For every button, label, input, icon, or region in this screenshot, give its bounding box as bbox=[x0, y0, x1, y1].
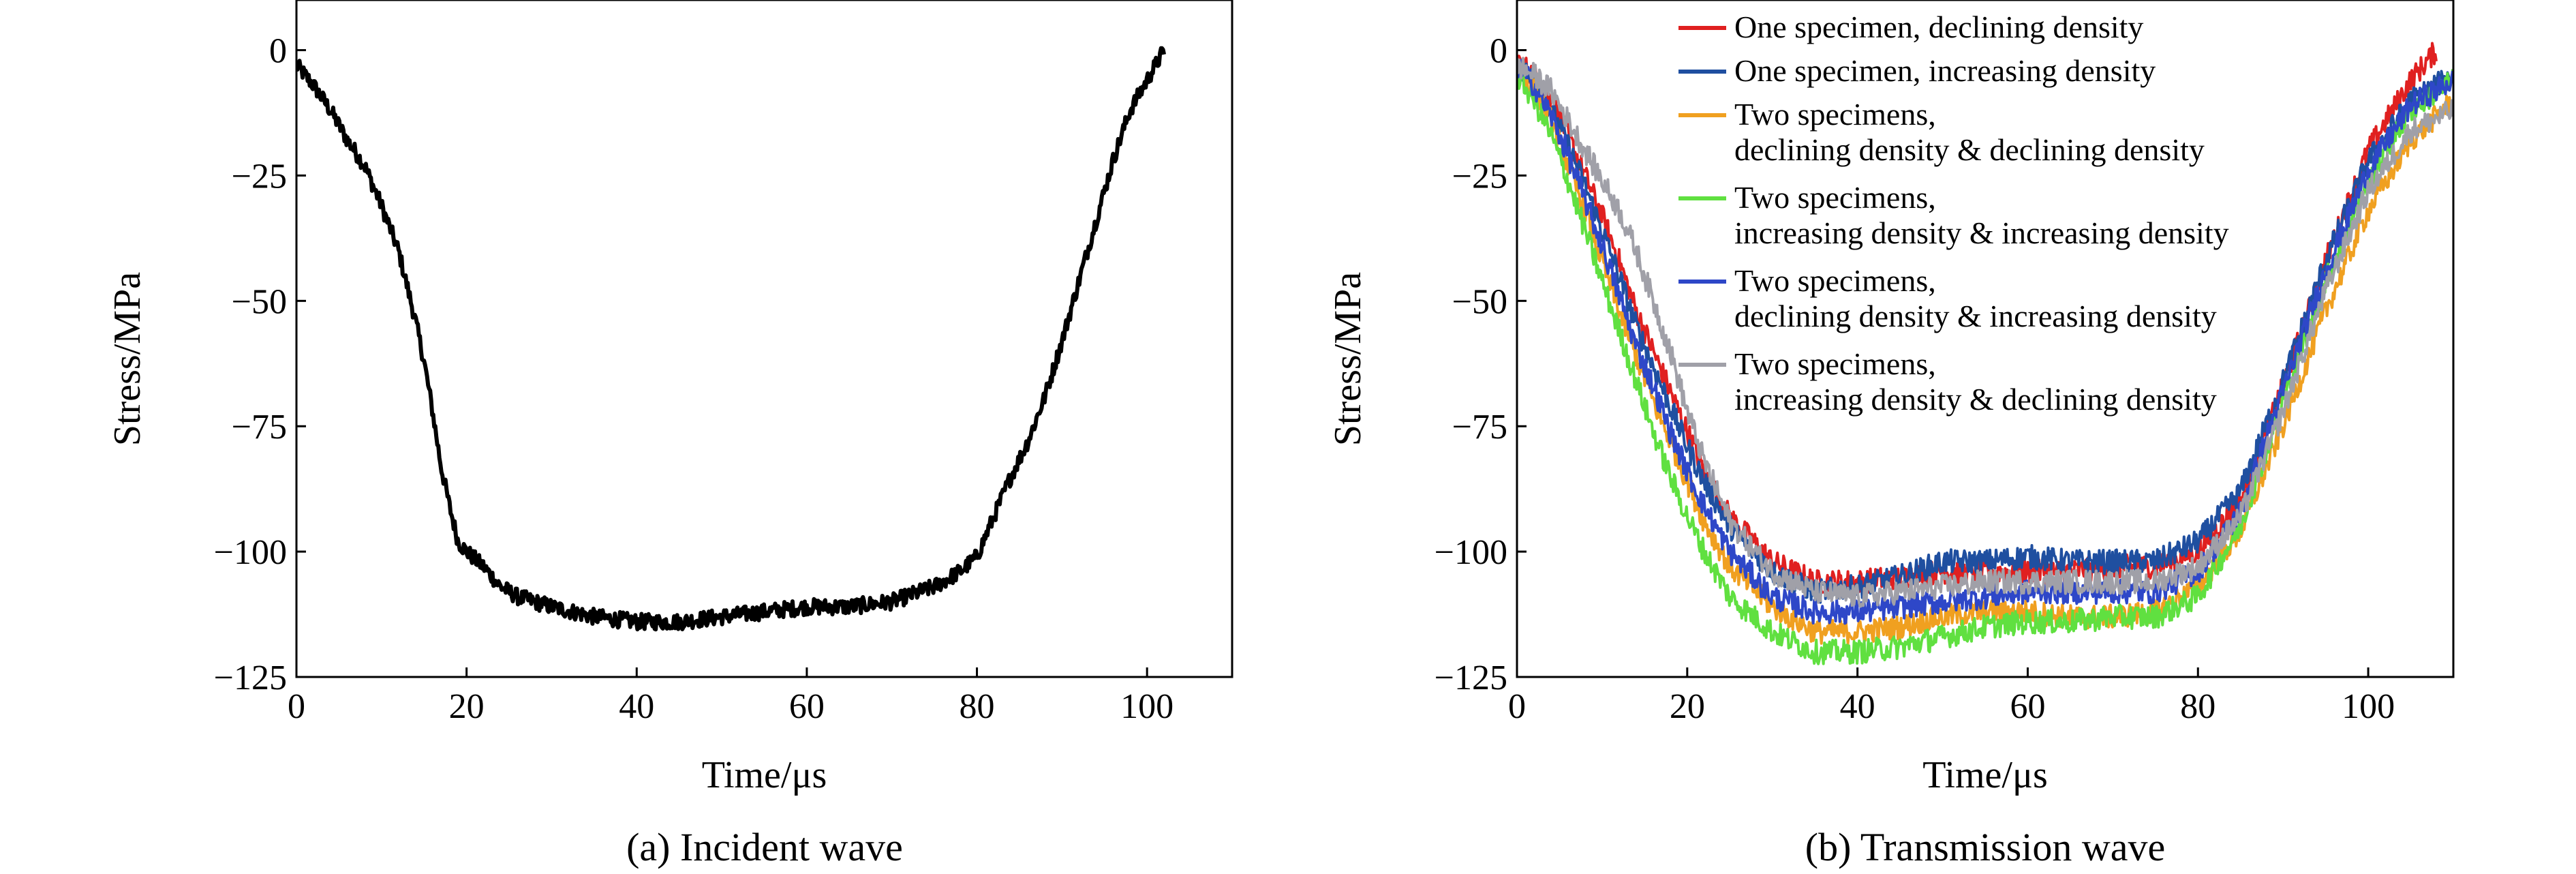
legend-item-3: Two specimens,declining density & declin… bbox=[1678, 97, 2205, 167]
y-tick-label: −25 bbox=[1452, 157, 1507, 196]
y-tick-label: −125 bbox=[1435, 659, 1507, 697]
legend: One specimen, declining density One speci… bbox=[1678, 10, 2229, 417]
legend-label: One specimen, increasing density bbox=[1734, 53, 2156, 88]
series-lines bbox=[296, 46, 1167, 632]
y-axis-label: Stress/MPa bbox=[1327, 272, 1369, 446]
legend-label: declining density & increasing density bbox=[1734, 299, 2217, 333]
legend-item-1: One specimen, declining density bbox=[1678, 10, 2143, 44]
y-tick-label: 0 bbox=[269, 32, 287, 71]
y-tick-label: −50 bbox=[1452, 282, 1507, 321]
legend-label: increasing density & increasing density bbox=[1734, 215, 2229, 250]
y-tick-label: −125 bbox=[214, 659, 287, 697]
plot-frame bbox=[295, 0, 1233, 678]
x-tick-label: 0 bbox=[288, 687, 305, 726]
x-tick-label: 60 bbox=[789, 687, 825, 726]
x-tick-label: 100 bbox=[2342, 687, 2395, 726]
legend-label: increasing density & declining density bbox=[1734, 382, 2217, 417]
legend-item-4: Two specimens,increasing density & incre… bbox=[1678, 180, 2229, 250]
x-tick-label: 0 bbox=[1508, 687, 1526, 726]
x-axis-label: Time/μs bbox=[1922, 754, 2048, 796]
panel-transmission-wave: 0 20 40 60 80 100 0 −25 −50 −75 −100 −125 Time/μs Str… bbox=[1327, 0, 2455, 869]
series-lines bbox=[1517, 42, 2453, 665]
legend-item-2: One specimen, increasing density bbox=[1678, 53, 2156, 88]
y-tick-label: −100 bbox=[1435, 533, 1507, 572]
legend-label: One specimen, declining density bbox=[1734, 10, 2143, 44]
series-line-1 bbox=[296, 46, 1167, 632]
legend-item-6: Two specimens,increasing density & decli… bbox=[1678, 346, 2217, 417]
plot-frame bbox=[1516, 0, 2455, 678]
x-tick-label: 80 bbox=[960, 687, 995, 726]
x-tick-label: 40 bbox=[619, 687, 654, 726]
y-tick-label: −25 bbox=[232, 157, 287, 196]
legend-item-5: Two specimens,declining density & increa… bbox=[1678, 263, 2217, 333]
y-tick-label: −50 bbox=[232, 282, 287, 321]
x-tick-label: 60 bbox=[2010, 687, 2045, 726]
x-tick-label: 20 bbox=[449, 687, 485, 726]
y-tick-label: −75 bbox=[1452, 408, 1507, 447]
x-axis-label: Time/μs bbox=[702, 754, 827, 796]
panel-caption: (b) Transmission wave bbox=[1805, 825, 2165, 869]
x-tick-label: 100 bbox=[1120, 687, 1174, 726]
y-axis-label: Stress/MPa bbox=[106, 272, 149, 446]
y-tick-label: −100 bbox=[214, 533, 287, 572]
y-tick-label: −75 bbox=[232, 408, 287, 447]
panel-incident-wave: 0 20 40 60 80 100 0 −25 −50 −75 −100 −125 Time/μs Str… bbox=[106, 0, 1233, 869]
legend-label: Two specimens, bbox=[1734, 346, 1936, 381]
y-tick-label: 0 bbox=[1490, 32, 1507, 71]
series-line-4 bbox=[1517, 67, 2453, 665]
x-tick-label: 20 bbox=[1670, 687, 1705, 726]
series-line-6 bbox=[1517, 57, 2453, 608]
legend-label: declining density & declining density bbox=[1734, 132, 2205, 167]
x-tick-label: 80 bbox=[2180, 687, 2215, 726]
legend-label: Two specimens, bbox=[1734, 97, 1936, 132]
x-tick-label: 40 bbox=[1840, 687, 1875, 726]
legend-label: Two specimens, bbox=[1734, 180, 1936, 215]
legend-label: Two specimens, bbox=[1734, 263, 1936, 298]
panel-caption: (a) Incident wave bbox=[626, 825, 903, 869]
